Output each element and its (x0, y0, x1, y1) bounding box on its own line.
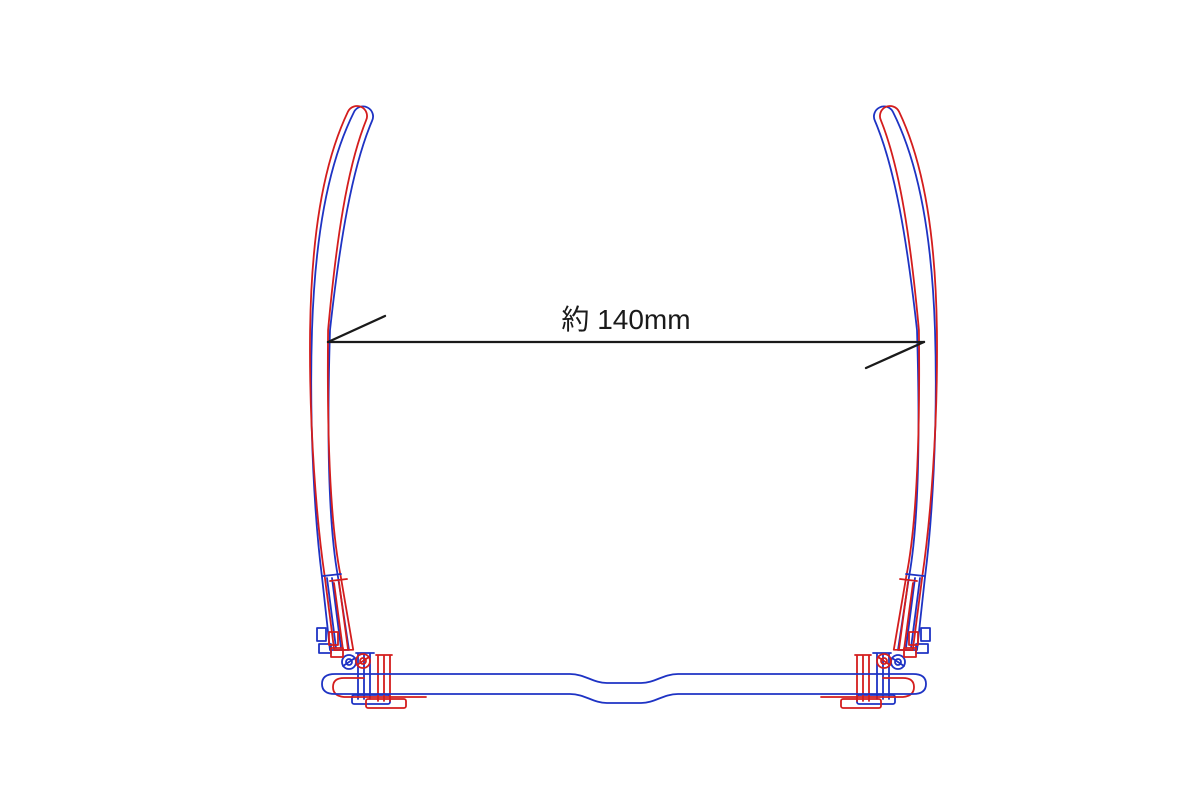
dimension-label: 約 140mm (561, 304, 690, 335)
left-temple-assembly (305, 106, 426, 708)
dimension-annotation: 約 140mm (326, 304, 926, 370)
frame-front-outline (321, 673, 927, 704)
dimension-tick-left (326, 314, 387, 344)
right-temple-assembly (821, 106, 942, 708)
dimension-tick-right (864, 340, 926, 370)
